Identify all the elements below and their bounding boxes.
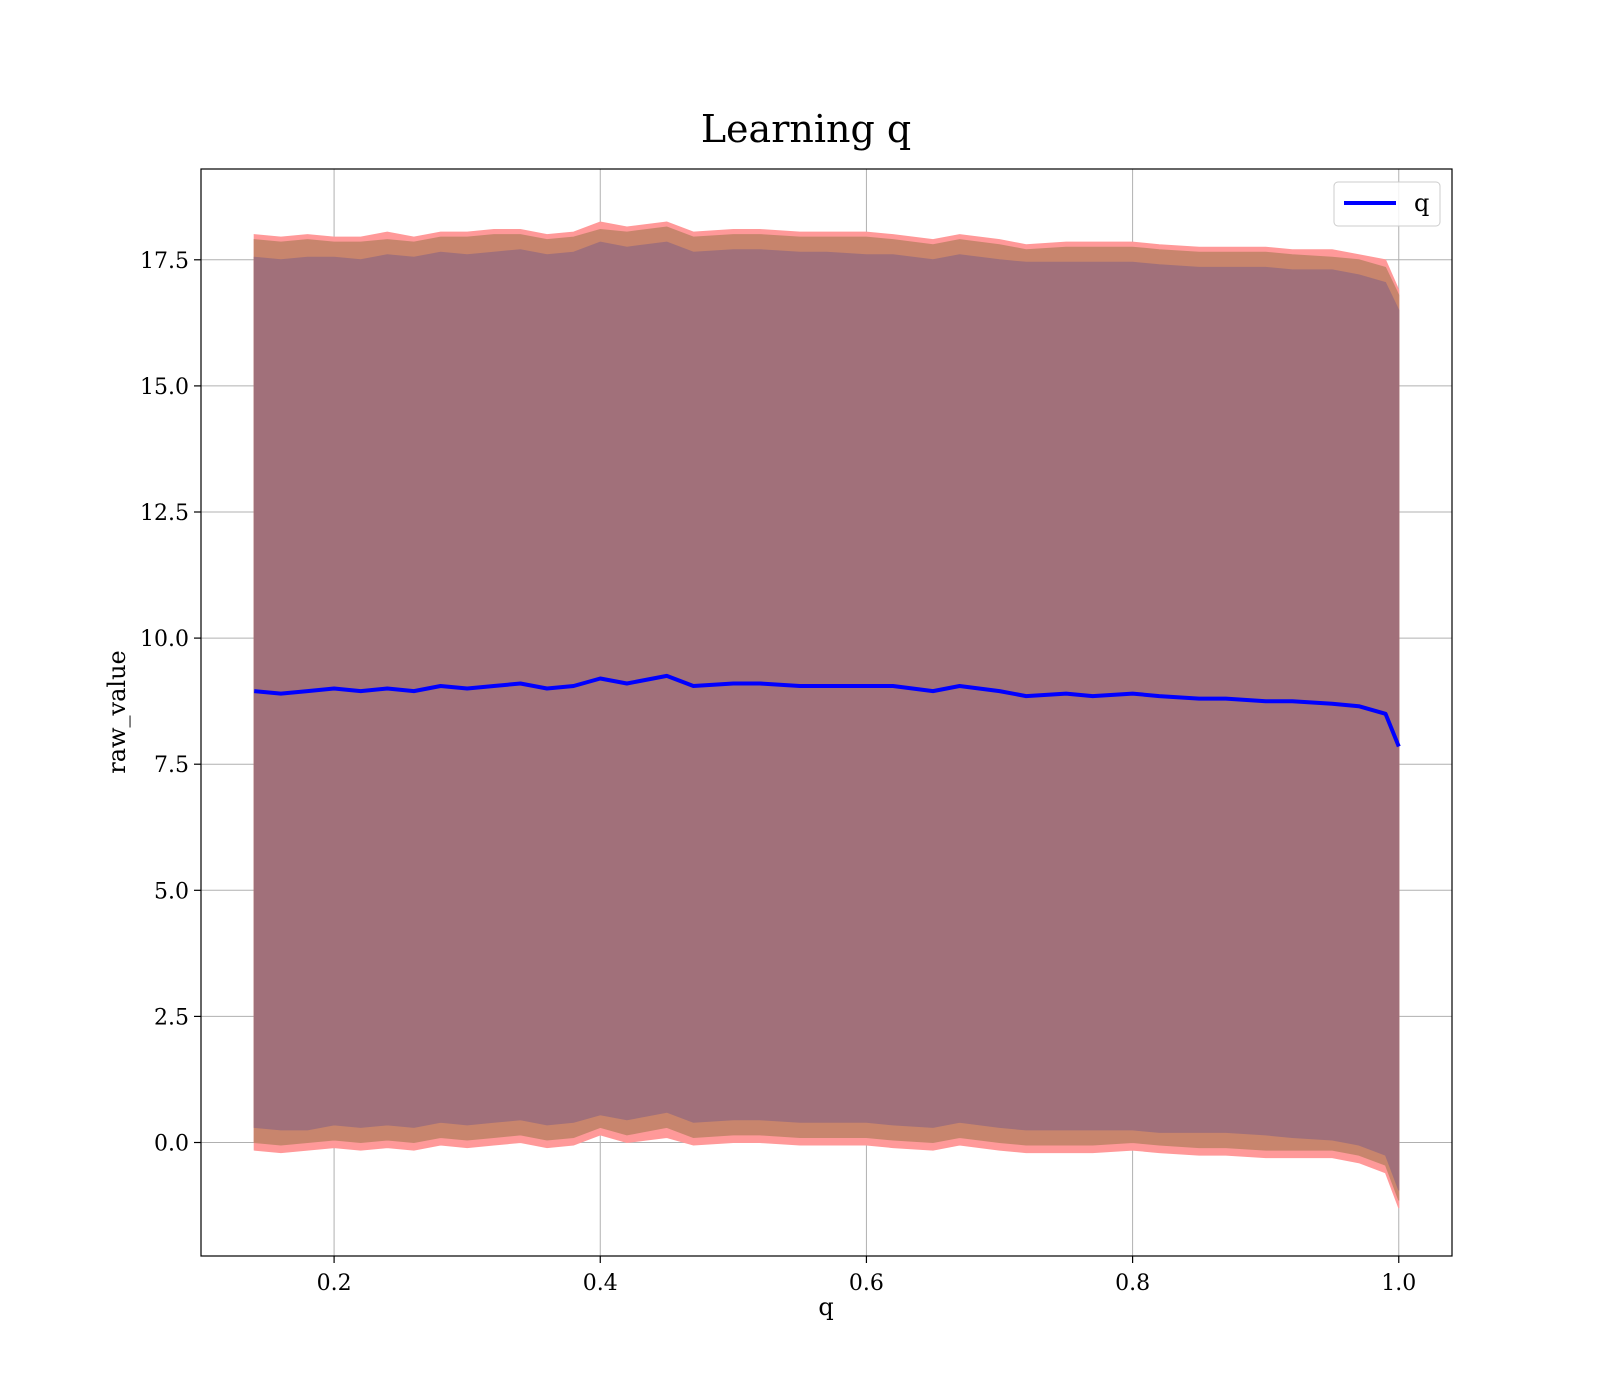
y-axis-label: raw_value [103,650,131,774]
y-tick-label: 12.5 [140,501,189,526]
series-line-q [254,673,1401,748]
y-tick-label: 5.0 [154,879,189,904]
x-tick-label: 0.2 [317,1271,352,1296]
y-tick-label: 0.0 [154,1132,189,1157]
y-tick-label: 15.0 [140,375,189,400]
x-tick-label: 1.0 [1381,1271,1416,1296]
y-tick-label: 7.5 [154,753,189,778]
x-tick-label: 0.8 [1115,1271,1150,1296]
x-tick-label: 0.4 [583,1271,618,1296]
axis-ticks: 0.2 0.4 0.6 0.8 1.0 0.0 2.5 5.0 7.5 10.0 12.5 15.0 1… [140,249,1416,1296]
plot-area-frame [200,168,1453,1257]
x-tick-label: 0.6 [849,1271,884,1296]
y-tick-label: 10.0 [140,627,189,652]
y-tick-label: 17.5 [140,249,189,274]
x-axis-label: q [818,1293,833,1321]
legend-label-q: q [1414,189,1429,217]
y-tick-label: 2.5 [154,1005,189,1030]
chart-title: Learning q [701,107,911,151]
legend: q [1333,181,1441,227]
band-inner [253,241,1400,1191]
confidence-bands [253,221,1400,1209]
series-lines [254,673,1401,748]
